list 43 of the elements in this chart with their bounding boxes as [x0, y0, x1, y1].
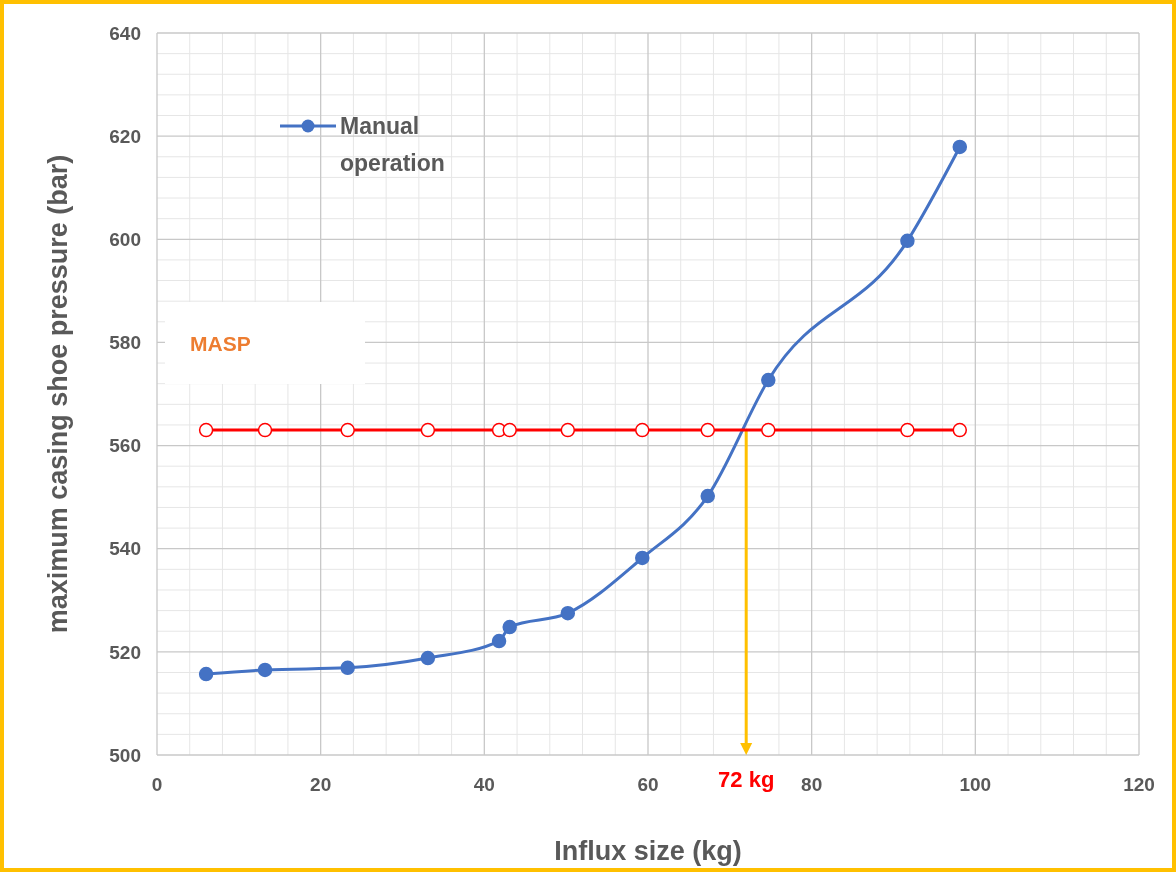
point: [502, 619, 517, 635]
y-tick-label: 600: [109, 228, 141, 250]
x-tick-label: 40: [473, 774, 495, 795]
point: [502, 422, 517, 438]
point: [340, 422, 355, 438]
point: [560, 605, 576, 621]
y-axis-title: maximum casing shoe pressure (bar): [43, 154, 73, 634]
x-axis-title: Influx size (kg): [554, 836, 742, 866]
point: [635, 550, 650, 566]
y-tick-label: 540: [109, 538, 141, 560]
x-tick-label: 80: [801, 774, 823, 795]
x-tick-label: 120: [1123, 774, 1155, 795]
point: [198, 666, 214, 682]
y-tick-label: 580: [109, 332, 141, 354]
y-tick-label: 500: [109, 744, 141, 766]
point: [257, 662, 273, 678]
point: [700, 488, 715, 504]
x-tick-label: 60: [637, 774, 659, 795]
point: [700, 422, 715, 438]
point: [560, 422, 576, 438]
x-tick-label: 20: [310, 774, 332, 795]
ref-line-label: 72 kg: [718, 767, 775, 792]
annotation: MASP: [190, 332, 251, 356]
point: [761, 372, 776, 388]
point: [900, 233, 915, 249]
y-tick-label: 560: [109, 435, 141, 457]
point: [198, 422, 214, 438]
point: [420, 422, 436, 438]
legend-label: Manual operation: [340, 113, 445, 176]
point: [761, 422, 776, 438]
point: [340, 660, 355, 676]
x-tick-label: 100: [959, 774, 992, 795]
point: [900, 422, 915, 438]
y-tick-label: 620: [109, 125, 141, 147]
point: [952, 139, 968, 155]
point: [952, 422, 968, 438]
point: [491, 633, 507, 649]
y-tick-label: 520: [109, 641, 141, 663]
x-tick-label: 0: [151, 774, 163, 795]
y-tick-label: 640: [109, 22, 141, 44]
point: [635, 422, 650, 438]
point: [420, 650, 436, 666]
point: [257, 422, 273, 438]
